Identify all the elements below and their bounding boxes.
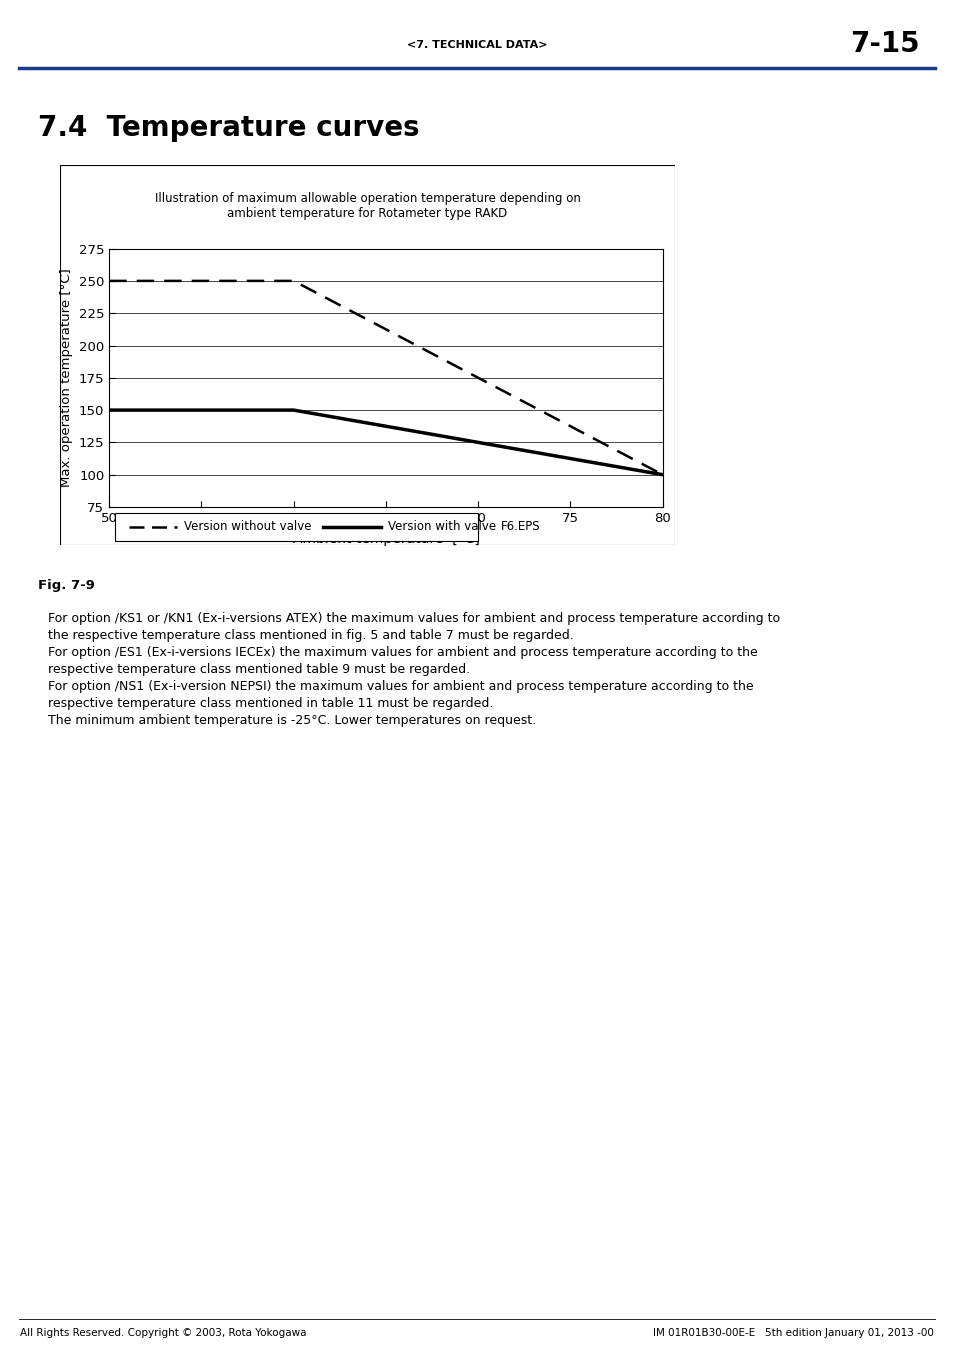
- Text: IM 01R01B30-00E-E   5th edition January 01, 2013 -00: IM 01R01B30-00E-E 5th edition January 01…: [653, 1328, 933, 1338]
- Text: Version with valve: Version with valve: [387, 521, 496, 533]
- Text: For option /KS1 or /KN1 (Ex-i-versions ATEX) the maximum values for ambient and : For option /KS1 or /KN1 (Ex-i-versions A…: [48, 612, 779, 625]
- Y-axis label: Max. operation temperature [°C]: Max. operation temperature [°C]: [60, 269, 73, 487]
- Text: All Rights Reserved. Copyright © 2003, Rota Yokogawa: All Rights Reserved. Copyright © 2003, R…: [20, 1328, 306, 1338]
- Text: Version without valve: Version without valve: [184, 521, 312, 533]
- Text: respective temperature class mentioned in table 11 must be regarded.: respective temperature class mentioned i…: [48, 697, 493, 710]
- Text: The minimum ambient temperature is -25°C. Lower temperatures on request.: The minimum ambient temperature is -25°C…: [48, 714, 536, 728]
- Text: 7.4  Temperature curves: 7.4 Temperature curves: [38, 113, 419, 142]
- X-axis label: Ambient temperature  [°C]: Ambient temperature [°C]: [293, 532, 479, 545]
- Text: <7. TECHNICAL DATA>: <7. TECHNICAL DATA>: [406, 40, 547, 50]
- Text: For option /NS1 (Ex-i-version NEPSI) the maximum values for ambient and process : For option /NS1 (Ex-i-version NEPSI) the…: [48, 680, 753, 693]
- Text: 7-15: 7-15: [849, 30, 919, 58]
- Text: For option /ES1 (Ex-i-versions IECEx) the maximum values for ambient and process: For option /ES1 (Ex-i-versions IECEx) th…: [48, 647, 757, 659]
- Bar: [115, 513, 478, 541]
- Text: Illustration of maximum allowable operation temperature depending on
ambient tem: Illustration of maximum allowable operat…: [154, 192, 579, 220]
- Text: F6.EPS: F6.EPS: [500, 521, 539, 533]
- Text: Fig. 7-9: Fig. 7-9: [38, 579, 95, 591]
- Text: respective temperature class mentioned table 9 must be regarded.: respective temperature class mentioned t…: [48, 663, 469, 676]
- Text: the respective temperature class mentioned in fig. 5 and table 7 must be regarde: the respective temperature class mention…: [48, 629, 573, 643]
